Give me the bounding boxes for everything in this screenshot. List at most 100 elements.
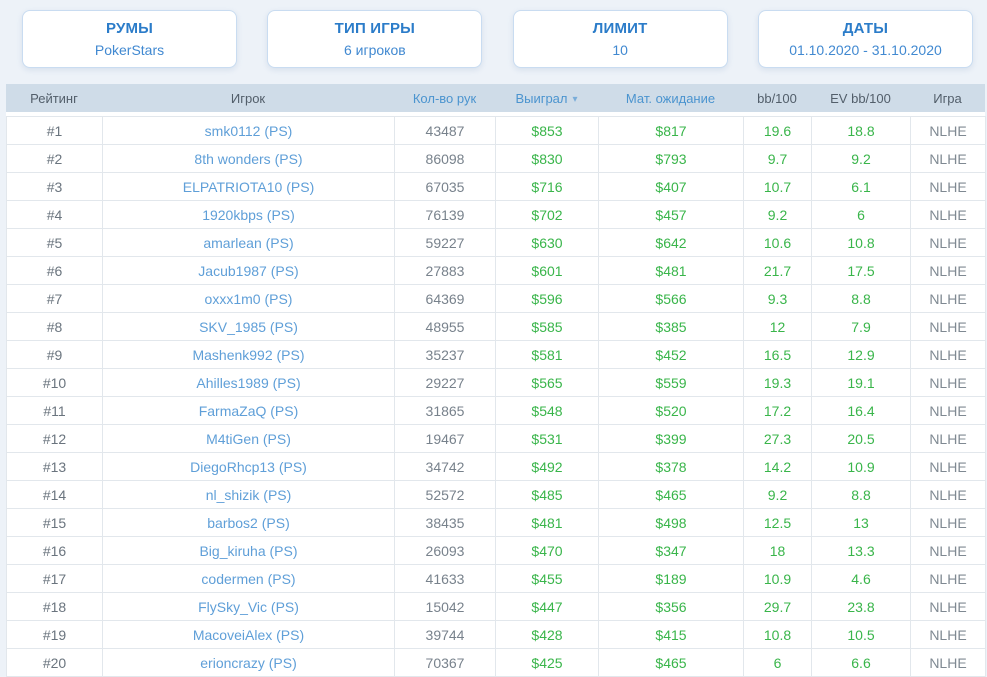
cell-player: M4tiGen (PS) [102,424,395,453]
player-link[interactable]: MacoveiAlex (PS) [192,626,305,643]
player-link[interactable]: oxxx1m0 (PS) [204,290,293,307]
filter-rooms[interactable]: РУМЫ PokerStars [22,10,237,68]
cell-bb100: 19.3 [743,368,812,397]
cell-won: $481 [495,508,599,537]
column-header-hands[interactable]: Кол-во рук [412,90,477,106]
cell-player: nl_shizik (PS) [102,480,395,509]
column-header-ev[interactable]: Мат. ожидание [625,90,716,106]
cell-ev: $481 [598,256,744,285]
cell-evbb100: 16.4 [811,396,911,425]
cell-rank: #18 [6,592,103,621]
cell-won: $548 [495,396,599,425]
table-row: #19 MacoveiAlex (PS) 39744 $428 $415 10.8 10.5… [6,620,986,649]
cell-won: $630 [495,228,599,257]
player-link[interactable]: amarlean (PS) [203,234,294,251]
table-header-gap [6,112,985,116]
player-link[interactable]: codermen (PS) [201,570,296,587]
player-link[interactable]: 1920kbps (PS) [202,206,295,223]
cell-ev: $520 [598,396,744,425]
filter-rooms-value: PokerStars [94,42,165,58]
cell-hands: 70367 [394,648,496,677]
cell-won: $702 [495,200,599,229]
cell-ev: $465 [598,480,744,509]
cell-game: NLHE [910,480,986,509]
cell-won: $428 [495,620,599,649]
cell-bb100: 12 [743,312,812,341]
cell-hands: 34742 [394,452,496,481]
cell-won: $853 [495,116,599,145]
cell-rank: #4 [6,200,103,229]
cell-ev: $385 [598,312,744,341]
rating-table: Рейтинг Игрок Кол-во рук Выиграл ▾ Мат. ожида… [6,84,986,677]
cell-rank: #5 [6,228,103,257]
cell-won: $470 [495,536,599,565]
cell-ev: $559 [598,368,744,397]
cell-ev: $189 [598,564,744,593]
cell-hands: 67035 [394,172,496,201]
table-row: #14 nl_shizik (PS) 52572 $485 $465 9.2 8.8 NLHE [6,480,986,509]
cell-player: 8th wonders (PS) [102,144,395,173]
cell-game: NLHE [910,228,986,257]
cell-bb100: 29.7 [743,592,812,621]
player-link[interactable]: M4tiGen (PS) [206,430,291,447]
player-link[interactable]: erioncrazy (PS) [200,654,297,671]
column-header-won[interactable]: Выиграл ▾ [515,90,578,106]
filter-dates-value: 01.10.2020 - 31.10.2020 [789,42,942,58]
filter-limit-title: ЛИМИТ [592,20,648,37]
player-link[interactable]: Mashenk992 (PS) [192,346,305,363]
cell-hands: 39744 [394,620,496,649]
cell-rank: #17 [6,564,103,593]
cell-hands: 38435 [394,508,496,537]
player-link[interactable]: FarmaZaQ (PS) [198,402,299,419]
cell-won: $596 [495,284,599,313]
cell-ev: $347 [598,536,744,565]
filter-game-type[interactable]: ТИП ИГРЫ 6 игроков [267,10,483,68]
filter-dates[interactable]: ДАТЫ 01.10.2020 - 31.10.2020 [757,10,973,68]
player-link[interactable]: nl_shizik (PS) [205,486,292,503]
cell-won: $565 [495,368,599,397]
table-row: #3 ELPATRIOTA10 (PS) 67035 $716 $407 10.7 6.1 N… [6,172,986,201]
cell-ev: $356 [598,592,744,621]
cell-evbb100: 10.9 [811,452,911,481]
filter-limit[interactable]: ЛИМИТ 10 [512,10,728,68]
player-link[interactable]: ELPATRIOTA10 (PS) [182,178,315,195]
player-link[interactable]: FlySky_Vic (PS) [198,598,299,615]
player-link[interactable]: SKV_1985 (PS) [199,318,298,335]
cell-rank: #6 [6,256,103,285]
cell-won: $455 [495,564,599,593]
column-header-player: Игрок [230,90,266,106]
cell-bb100: 9.2 [743,200,812,229]
cell-evbb100: 23.8 [811,592,911,621]
player-link[interactable]: smk0112 (PS) [204,122,293,139]
player-link[interactable]: barbos2 (PS) [207,514,290,531]
table-row: #11 FarmaZaQ (PS) 31865 $548 $520 17.2 16.4 NLH… [6,396,986,425]
cell-rank: #15 [6,508,103,537]
cell-ev: $566 [598,284,744,313]
player-link[interactable]: DiegoRhcp13 (PS) [190,458,307,475]
cell-bb100: 19.6 [743,116,812,145]
cell-hands: 48955 [394,312,496,341]
cell-ev: $378 [598,452,744,481]
cell-rank: #10 [6,368,103,397]
cell-rank: #13 [6,452,103,481]
player-link[interactable]: 8th wonders (PS) [194,150,303,167]
cell-rank: #9 [6,340,103,369]
table-row: #6 Jacub1987 (PS) 27883 $601 $481 21.7 17.5 NLH… [6,256,986,285]
cell-ev: $465 [598,648,744,677]
column-header-bb100: bb/100 [757,90,797,106]
cell-evbb100: 10.5 [811,620,911,649]
table-row: #7 oxxx1m0 (PS) 64369 $596 $566 9.3 8.8 NLHE [6,284,986,313]
cell-hands: 19467 [394,424,496,453]
filter-game-type-value: 6 игроков [343,42,406,58]
cell-bb100: 6 [743,648,812,677]
table-header-row: Рейтинг Игрок Кол-во рук Выиграл ▾ Мат. ожида… [6,84,985,112]
cell-player: amarlean (PS) [102,228,395,257]
player-link[interactable]: Jacub1987 (PS) [198,262,299,279]
cell-game: NLHE [910,116,986,145]
cell-bb100: 14.2 [743,452,812,481]
cell-player: ELPATRIOTA10 (PS) [102,172,395,201]
player-link[interactable]: Big_kiruha (PS) [199,542,298,559]
column-header-game: Игра [933,90,962,106]
player-link[interactable]: Ahilles1989 (PS) [196,374,301,391]
sort-desc-icon: ▾ [572,93,578,105]
